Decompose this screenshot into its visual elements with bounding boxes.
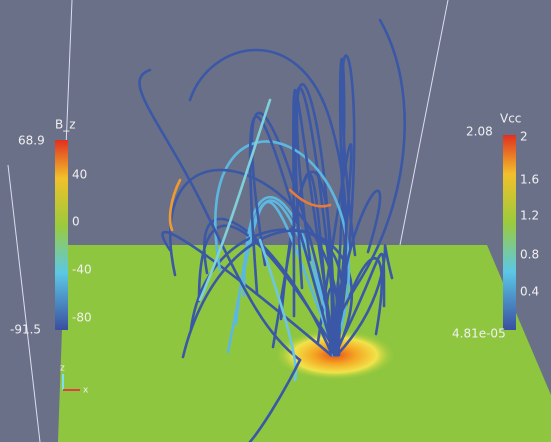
field-line	[197, 224, 340, 357]
field-lines	[138, 18, 406, 442]
colorbar	[55, 140, 68, 330]
field-line	[138, 68, 302, 362]
field-line	[329, 18, 406, 357]
colorbar-min: 4.81e-05	[452, 327, 506, 341]
colorbar-max: 68.9	[18, 134, 45, 148]
colorbar-title: Vcc	[500, 112, 521, 126]
field-line	[198, 98, 272, 302]
box-edge	[7, 164, 41, 442]
axis-label: z	[60, 364, 65, 374]
colorbar-tick: 0.4	[520, 285, 539, 299]
field-line	[325, 285, 339, 357]
colorbar-tick: -40	[72, 263, 92, 277]
field-line	[293, 86, 340, 357]
axis-label: x	[83, 386, 89, 396]
field-line	[161, 230, 333, 357]
colorbar-tick: -80	[72, 311, 92, 325]
colorbar-title: B_z	[55, 118, 76, 132]
field-line	[168, 168, 341, 357]
field-line	[234, 199, 341, 357]
colorbar	[503, 135, 516, 330]
field-line	[248, 115, 336, 357]
colorbar-tick: 2	[520, 130, 528, 144]
colorbar-max: 2.08	[466, 125, 493, 139]
colorbar-tick: 0.8	[520, 248, 539, 262]
field-line	[188, 48, 348, 357]
field-line	[214, 140, 351, 357]
box-edge	[399, 0, 449, 246]
field-line	[168, 178, 182, 232]
colorbar-tick: 1.2	[520, 209, 539, 223]
field-line	[292, 88, 337, 357]
colorbar-min: -91.5	[10, 323, 41, 337]
colorbar-tick: 1.6	[520, 173, 539, 187]
colorbar-tick: 0	[72, 215, 80, 229]
field-line	[331, 57, 349, 357]
colorbar-tick: 40	[72, 168, 87, 182]
field-line	[248, 358, 302, 442]
field-line	[258, 238, 298, 382]
field-line	[335, 244, 394, 357]
field-line	[288, 188, 332, 208]
